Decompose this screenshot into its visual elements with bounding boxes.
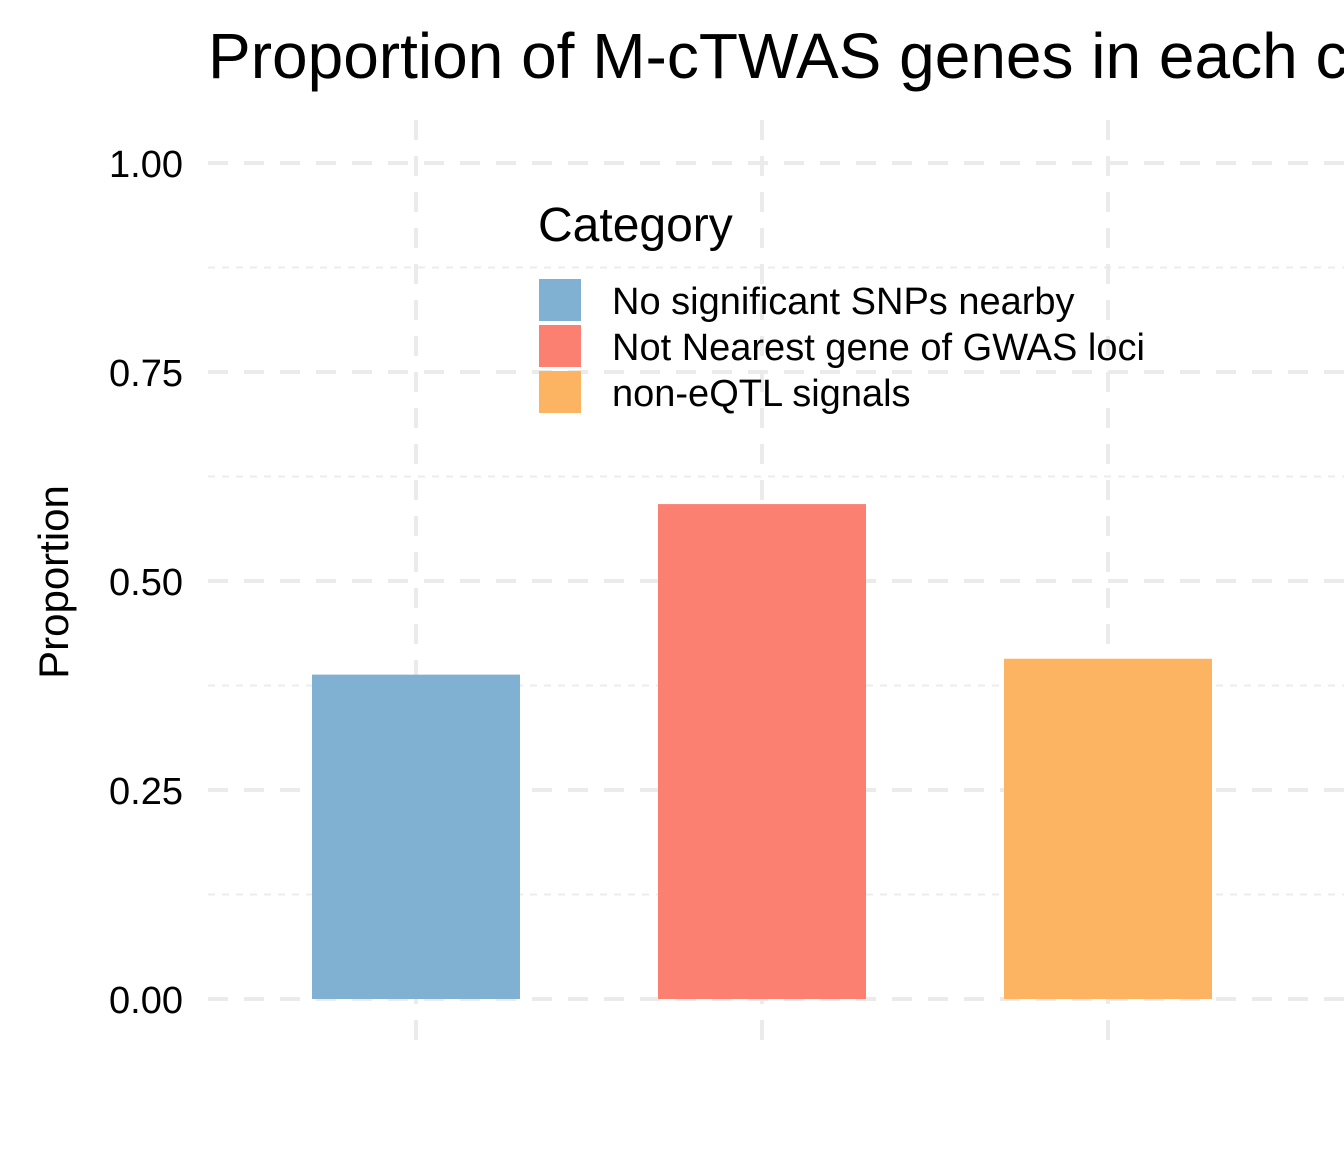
y-tick-label: 0.50 <box>109 562 183 604</box>
bars <box>312 504 1212 999</box>
bar-3 <box>1004 658 1212 999</box>
bar-1 <box>312 674 520 999</box>
chart-title: Proportion of M-cTWAS genes in each cate… <box>208 20 1344 92</box>
y-axis-ticks: 0.00 0.25 0.50 0.75 1.00 <box>109 144 183 1022</box>
legend-key-2 <box>539 325 581 367</box>
legend-label-3: non-eQTL signals <box>612 373 911 415</box>
y-axis-label: Proportion <box>30 485 77 679</box>
y-tick-label: 0.25 <box>109 771 183 813</box>
y-tick-label: 0.75 <box>109 353 183 395</box>
y-tick-label: 1.00 <box>109 144 183 186</box>
legend-label-2: Not Nearest gene of GWAS loci <box>612 327 1145 369</box>
y-tick-label: 0.00 <box>109 980 183 1022</box>
legend-key-1 <box>539 279 581 321</box>
legend-key-3 <box>539 371 581 413</box>
legend-label-1: No significant SNPs nearby <box>612 281 1075 323</box>
legend-title: Category <box>538 199 733 252</box>
bar-2 <box>658 504 866 999</box>
